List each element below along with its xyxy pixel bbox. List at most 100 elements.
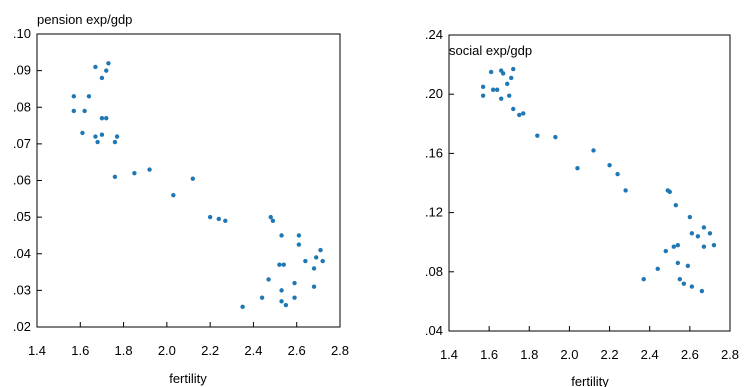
scatter-point — [623, 188, 628, 193]
scatter-point — [223, 218, 228, 223]
y-tick-label: .04 — [425, 323, 443, 338]
scatter-point — [507, 93, 512, 98]
scatter-point — [240, 304, 245, 310]
scatter-point — [663, 248, 668, 254]
scatter-point — [311, 284, 317, 289]
x-tick-label: 2.2 — [601, 347, 619, 362]
scatter-point — [296, 233, 302, 238]
scatter-point — [112, 174, 118, 180]
scatter-point — [685, 263, 691, 269]
scatter-point — [591, 148, 596, 153]
scatter-point — [711, 242, 717, 248]
scatter-point — [553, 134, 558, 140]
y-tick-label: .06 — [13, 173, 31, 188]
scatter-point — [106, 61, 111, 66]
scatter-point — [281, 262, 286, 267]
scatter-point — [494, 87, 500, 92]
scatter-point — [292, 295, 297, 300]
scatter-point — [480, 84, 486, 90]
x-tick-label: 2.8 — [331, 343, 349, 358]
scatter-point — [216, 216, 221, 222]
scatter-point — [268, 214, 273, 220]
y-tick-label: .20 — [425, 86, 443, 101]
pension-chart: pension exp/gdp fertility 1.4 1.6 1.8 2.0 2.… — [13, 12, 349, 386]
y-tick-label: .09 — [13, 63, 31, 78]
x-tick-label: 2.6 — [681, 347, 699, 362]
scatter-point — [292, 280, 297, 286]
scatter-point — [701, 244, 707, 249]
scatter-point — [114, 134, 120, 139]
scatter-point — [480, 93, 486, 98]
scatter-point — [517, 112, 522, 118]
scatter-point — [320, 258, 325, 264]
scatter-point — [95, 139, 100, 145]
scatter-point — [695, 234, 701, 239]
scatter-point — [313, 255, 319, 260]
scatter-point — [318, 247, 323, 253]
scatter-point — [641, 277, 646, 282]
scatter-point — [575, 166, 580, 171]
scatter-point — [500, 71, 506, 76]
scatter-point — [667, 189, 672, 195]
scatter-point — [86, 94, 92, 99]
x-tick-label: 2.0 — [158, 343, 176, 358]
scatter-point — [701, 225, 707, 230]
y-tick-label: .24 — [425, 27, 443, 42]
scatter-point — [699, 288, 705, 294]
x-tick-label: 1.6 — [480, 347, 498, 362]
scatter-point — [259, 295, 265, 300]
y-tick-label: .12 — [425, 205, 443, 220]
scatter-point — [671, 244, 676, 249]
x-tick-label: 1.4 — [440, 347, 458, 362]
scatter-point — [675, 260, 681, 266]
scatter-point — [277, 262, 282, 267]
chart-title: social exp/gdp — [449, 43, 532, 58]
y-tick-label: .03 — [13, 282, 31, 297]
scatter-point — [673, 203, 679, 208]
scatter-point — [303, 258, 308, 264]
x-tick-label: 2.0 — [560, 347, 578, 362]
chart-title: pension exp/gdp — [37, 12, 132, 27]
x-tick-label: 2.8 — [721, 347, 739, 362]
scatter-point — [104, 116, 109, 121]
scatter-point — [505, 81, 510, 87]
scatter-point — [490, 87, 496, 92]
scatter-point — [93, 134, 98, 139]
x-tick-label: 2.4 — [641, 347, 659, 362]
y-tick-label: .05 — [13, 209, 31, 224]
scatter-point — [296, 242, 302, 247]
scatter-point — [207, 214, 213, 220]
scatter-point — [266, 277, 271, 282]
y-tick-label: .04 — [13, 246, 31, 261]
scatter-point — [82, 108, 87, 114]
scatter-point — [535, 133, 540, 138]
scatter-point — [190, 176, 196, 181]
y-tick-label: .10 — [13, 26, 31, 41]
x-axis-label: fertility — [169, 371, 207, 386]
scatter-point — [112, 139, 118, 145]
scatter-point — [498, 96, 504, 101]
scatter-point — [93, 64, 98, 70]
scatter-point — [104, 68, 109, 73]
scatter-point — [675, 242, 681, 248]
scatter-point — [147, 167, 152, 172]
scatter-point — [99, 75, 105, 81]
x-tick-label: 2.4 — [244, 343, 262, 358]
scatter-point — [71, 94, 76, 99]
y-tick-label: .02 — [13, 319, 31, 334]
scatter-point — [132, 170, 137, 176]
scatter-point — [615, 171, 620, 177]
scatter-point — [488, 69, 494, 75]
scatter-point — [71, 108, 76, 114]
scatter-point — [687, 214, 693, 220]
scatter-point — [80, 130, 85, 136]
y-tick-label: .08 — [13, 99, 31, 114]
scatter-point — [270, 218, 276, 223]
scatter-point — [509, 75, 514, 81]
scatter-point — [521, 111, 526, 116]
x-axis-label: fertility — [571, 374, 609, 387]
x-tick-label: 2.6 — [288, 343, 306, 358]
y-tick-label: .07 — [13, 136, 31, 151]
scatter-point — [689, 284, 695, 289]
scatter-point — [607, 163, 612, 168]
